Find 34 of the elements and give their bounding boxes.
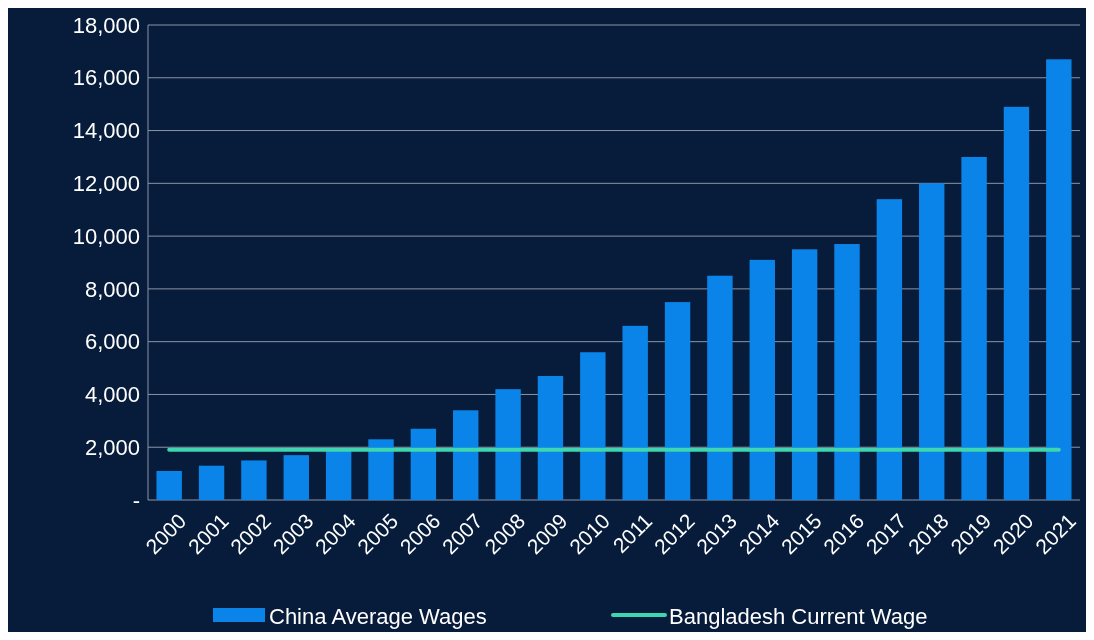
y-tick-label: 10,000 [72,223,140,249]
bar [1003,106,1030,500]
bar [961,156,987,500]
y-tick-label: 12,000 [72,171,140,197]
bar [749,259,775,500]
y-tick-label: 18,000 [72,12,140,38]
bar [580,352,606,500]
bar [283,455,309,500]
bar [919,183,945,500]
bar [495,389,521,500]
bar [453,410,479,500]
bar [198,465,225,500]
y-tick-label: 4,000 [84,382,140,408]
y-tick-label: 16,000 [72,65,140,91]
bar [622,325,648,500]
bar [664,302,691,500]
bar [1046,59,1072,500]
y-tick-label: 8,000 [84,276,140,302]
bar [368,439,394,500]
y-tick-label: 14,000 [72,118,140,144]
bar [410,428,437,500]
bar [791,249,818,500]
bar [537,375,564,500]
bar [241,460,267,500]
bar [876,199,903,500]
legend-label: China Average Wages [269,604,487,629]
bar [325,449,352,500]
y-tick-label: - [132,487,140,513]
bar [707,275,733,500]
y-tick-label: 2,000 [84,434,140,460]
bar [156,470,182,500]
legend-label: Bangladesh Current Wage [669,604,928,629]
y-tick-label: 6,000 [84,329,140,355]
bar [834,244,860,500]
